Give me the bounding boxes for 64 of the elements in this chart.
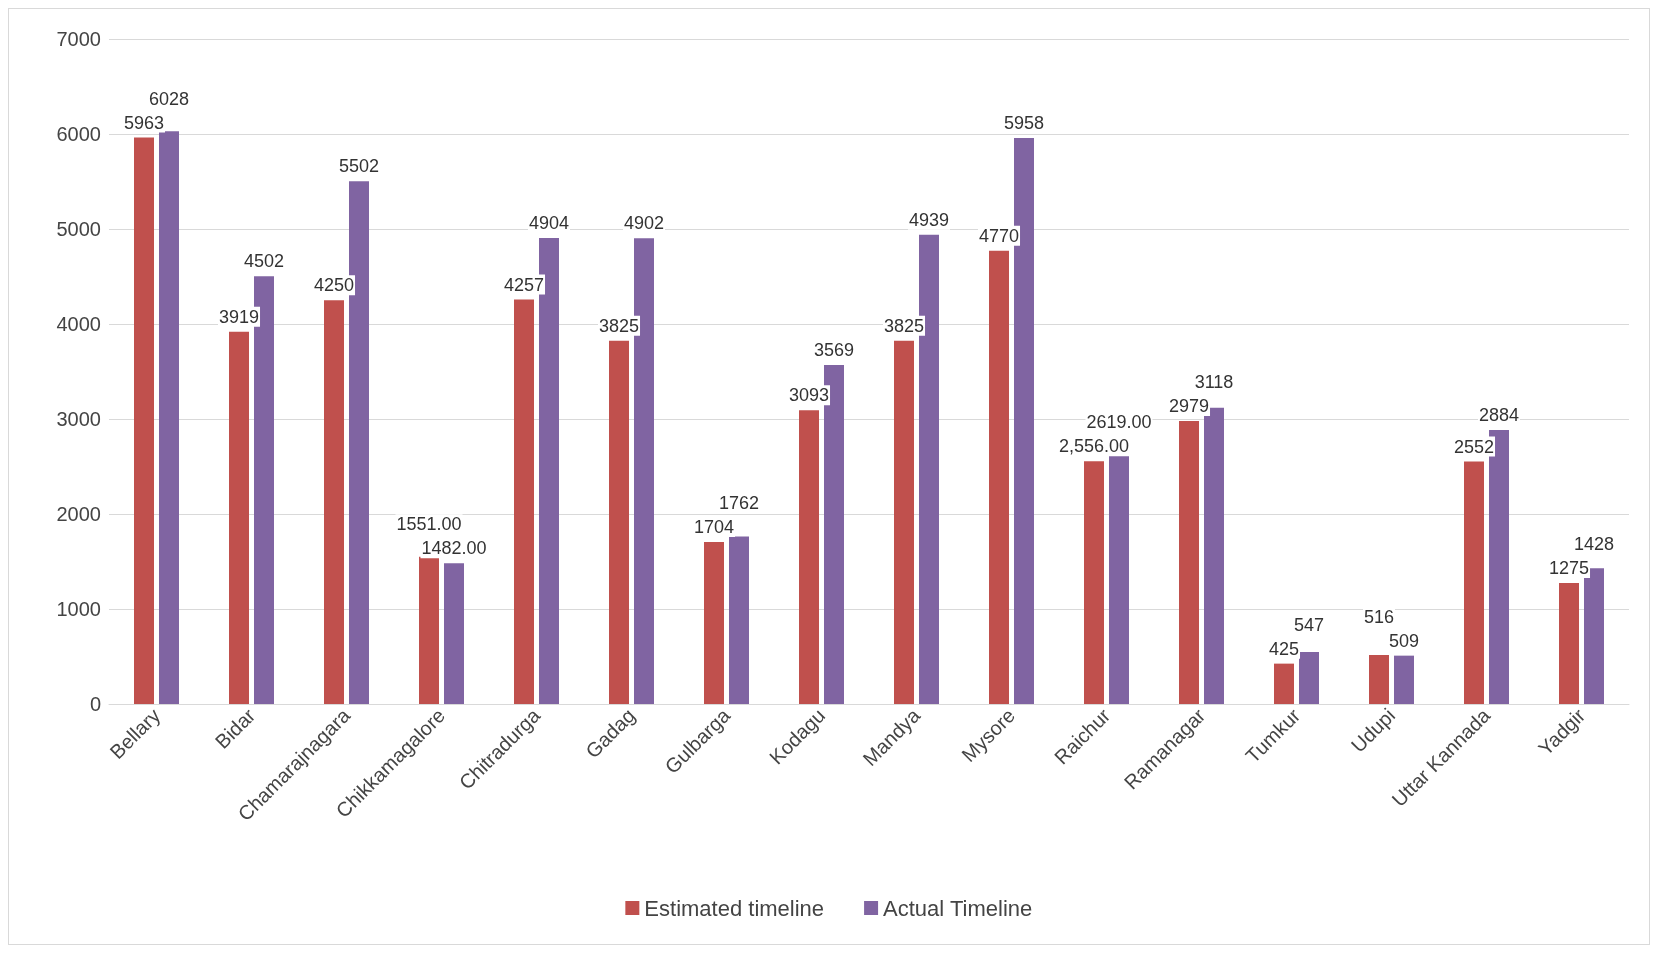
bar bbox=[989, 250, 1009, 704]
bar bbox=[1369, 654, 1389, 704]
data-label: 3118 bbox=[1194, 371, 1234, 392]
data-label: 1762 bbox=[718, 493, 760, 514]
bar bbox=[799, 410, 819, 704]
y-tick-label: 6000 bbox=[56, 123, 101, 145]
legend-label: Actual Timeline bbox=[883, 895, 1033, 921]
bar bbox=[1299, 652, 1319, 704]
data-label: 516 bbox=[1363, 606, 1395, 627]
bar bbox=[1179, 421, 1199, 704]
data-label: 2552 bbox=[1453, 436, 1495, 457]
y-tick-label: 1000 bbox=[56, 598, 101, 620]
data-label: 4902 bbox=[623, 213, 665, 234]
bar bbox=[444, 563, 464, 704]
data-label: 5963 bbox=[123, 112, 165, 133]
data-label: 4502 bbox=[243, 251, 285, 272]
y-tick-label: 2000 bbox=[56, 503, 101, 525]
data-label: 509 bbox=[1388, 630, 1420, 651]
data-label: 6028 bbox=[148, 88, 190, 109]
data-label: 3825 bbox=[598, 315, 640, 336]
data-label: 3569 bbox=[813, 339, 855, 360]
bar bbox=[419, 556, 439, 704]
data-label: 1551.00 bbox=[396, 514, 462, 535]
bar bbox=[1559, 582, 1579, 704]
data-label: 547 bbox=[1293, 614, 1325, 635]
bar bbox=[1109, 455, 1129, 704]
bar bbox=[1274, 663, 1294, 704]
data-label: 4770 bbox=[978, 225, 1020, 246]
data-label: 3919 bbox=[218, 306, 260, 327]
bar bbox=[1084, 461, 1104, 704]
bar bbox=[729, 536, 749, 704]
y-tick-label: 4000 bbox=[56, 313, 101, 335]
data-label: 3093 bbox=[788, 385, 830, 406]
data-label: 4250 bbox=[313, 275, 355, 296]
bar bbox=[1464, 461, 1484, 704]
y-tick-label: 3000 bbox=[56, 408, 101, 430]
bar bbox=[704, 542, 724, 704]
data-label: 1482.00 bbox=[421, 538, 487, 559]
data-label: 4904 bbox=[528, 213, 570, 234]
data-label: 1275 bbox=[1548, 557, 1590, 578]
data-label: 1428 bbox=[1573, 533, 1615, 554]
data-label: 425 bbox=[1268, 638, 1300, 659]
data-label: 5502 bbox=[338, 156, 380, 177]
bar bbox=[514, 299, 534, 704]
data-label: 3825 bbox=[883, 315, 925, 336]
data-label: 5958 bbox=[1003, 112, 1045, 133]
bar bbox=[229, 331, 249, 704]
data-label: 2979 bbox=[1168, 395, 1210, 416]
data-label: 2,556.00 bbox=[1058, 436, 1130, 457]
data-label: 2619.00 bbox=[1086, 412, 1152, 433]
bar bbox=[1394, 655, 1414, 704]
data-label: 1704 bbox=[693, 517, 735, 538]
bar bbox=[134, 137, 154, 704]
bar bbox=[159, 131, 179, 704]
y-tick-label: 5000 bbox=[56, 218, 101, 240]
data-label: 4939 bbox=[908, 209, 950, 230]
y-tick-label: 0 bbox=[89, 693, 101, 715]
y-tick-label: 7000 bbox=[56, 28, 101, 50]
data-label: 2884 bbox=[1478, 405, 1520, 426]
bar bbox=[324, 300, 344, 704]
bar bbox=[894, 340, 914, 704]
legend-label: Estimated timeline bbox=[644, 895, 825, 921]
bar bbox=[609, 340, 629, 704]
data-label: 4257 bbox=[503, 274, 545, 295]
